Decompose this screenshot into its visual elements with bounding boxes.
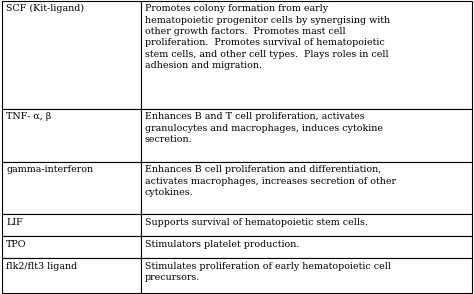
Text: Enhances B and T cell proliferation, activates
granulocytes and macrophages, ind: Enhances B and T cell proliferation, act… bbox=[145, 113, 383, 144]
Text: gamma-interferon: gamma-interferon bbox=[6, 165, 93, 174]
Text: TPO: TPO bbox=[6, 240, 27, 249]
Text: Promotes colony formation from early
hematopoietic progenitor cells by synergisi: Promotes colony formation from early hem… bbox=[145, 4, 390, 70]
Bar bbox=[141, 109, 472, 162]
Bar bbox=[141, 258, 472, 293]
Bar bbox=[2, 258, 141, 293]
Text: LIF: LIF bbox=[6, 218, 23, 227]
Text: Supports survival of hematopoietic stem cells.: Supports survival of hematopoietic stem … bbox=[145, 218, 367, 227]
Text: TNF- α, β: TNF- α, β bbox=[6, 113, 51, 121]
Bar bbox=[2, 214, 141, 236]
Text: Stimulates proliferation of early hematopoietic cell
precursors.: Stimulates proliferation of early hemato… bbox=[145, 262, 391, 282]
Text: Enhances B cell proliferation and differentiation,
activates macrophages, increa: Enhances B cell proliferation and differ… bbox=[145, 165, 396, 197]
Bar bbox=[141, 1, 472, 109]
Bar bbox=[141, 214, 472, 236]
Bar bbox=[2, 1, 141, 109]
Text: flk2/flt3 ligand: flk2/flt3 ligand bbox=[6, 262, 77, 271]
Text: Stimulators platelet production.: Stimulators platelet production. bbox=[145, 240, 299, 249]
Text: SCF (Kit-ligand): SCF (Kit-ligand) bbox=[6, 4, 84, 13]
Bar bbox=[2, 162, 141, 214]
Bar bbox=[2, 236, 141, 258]
Bar bbox=[141, 236, 472, 258]
Bar bbox=[2, 109, 141, 162]
Bar bbox=[141, 162, 472, 214]
